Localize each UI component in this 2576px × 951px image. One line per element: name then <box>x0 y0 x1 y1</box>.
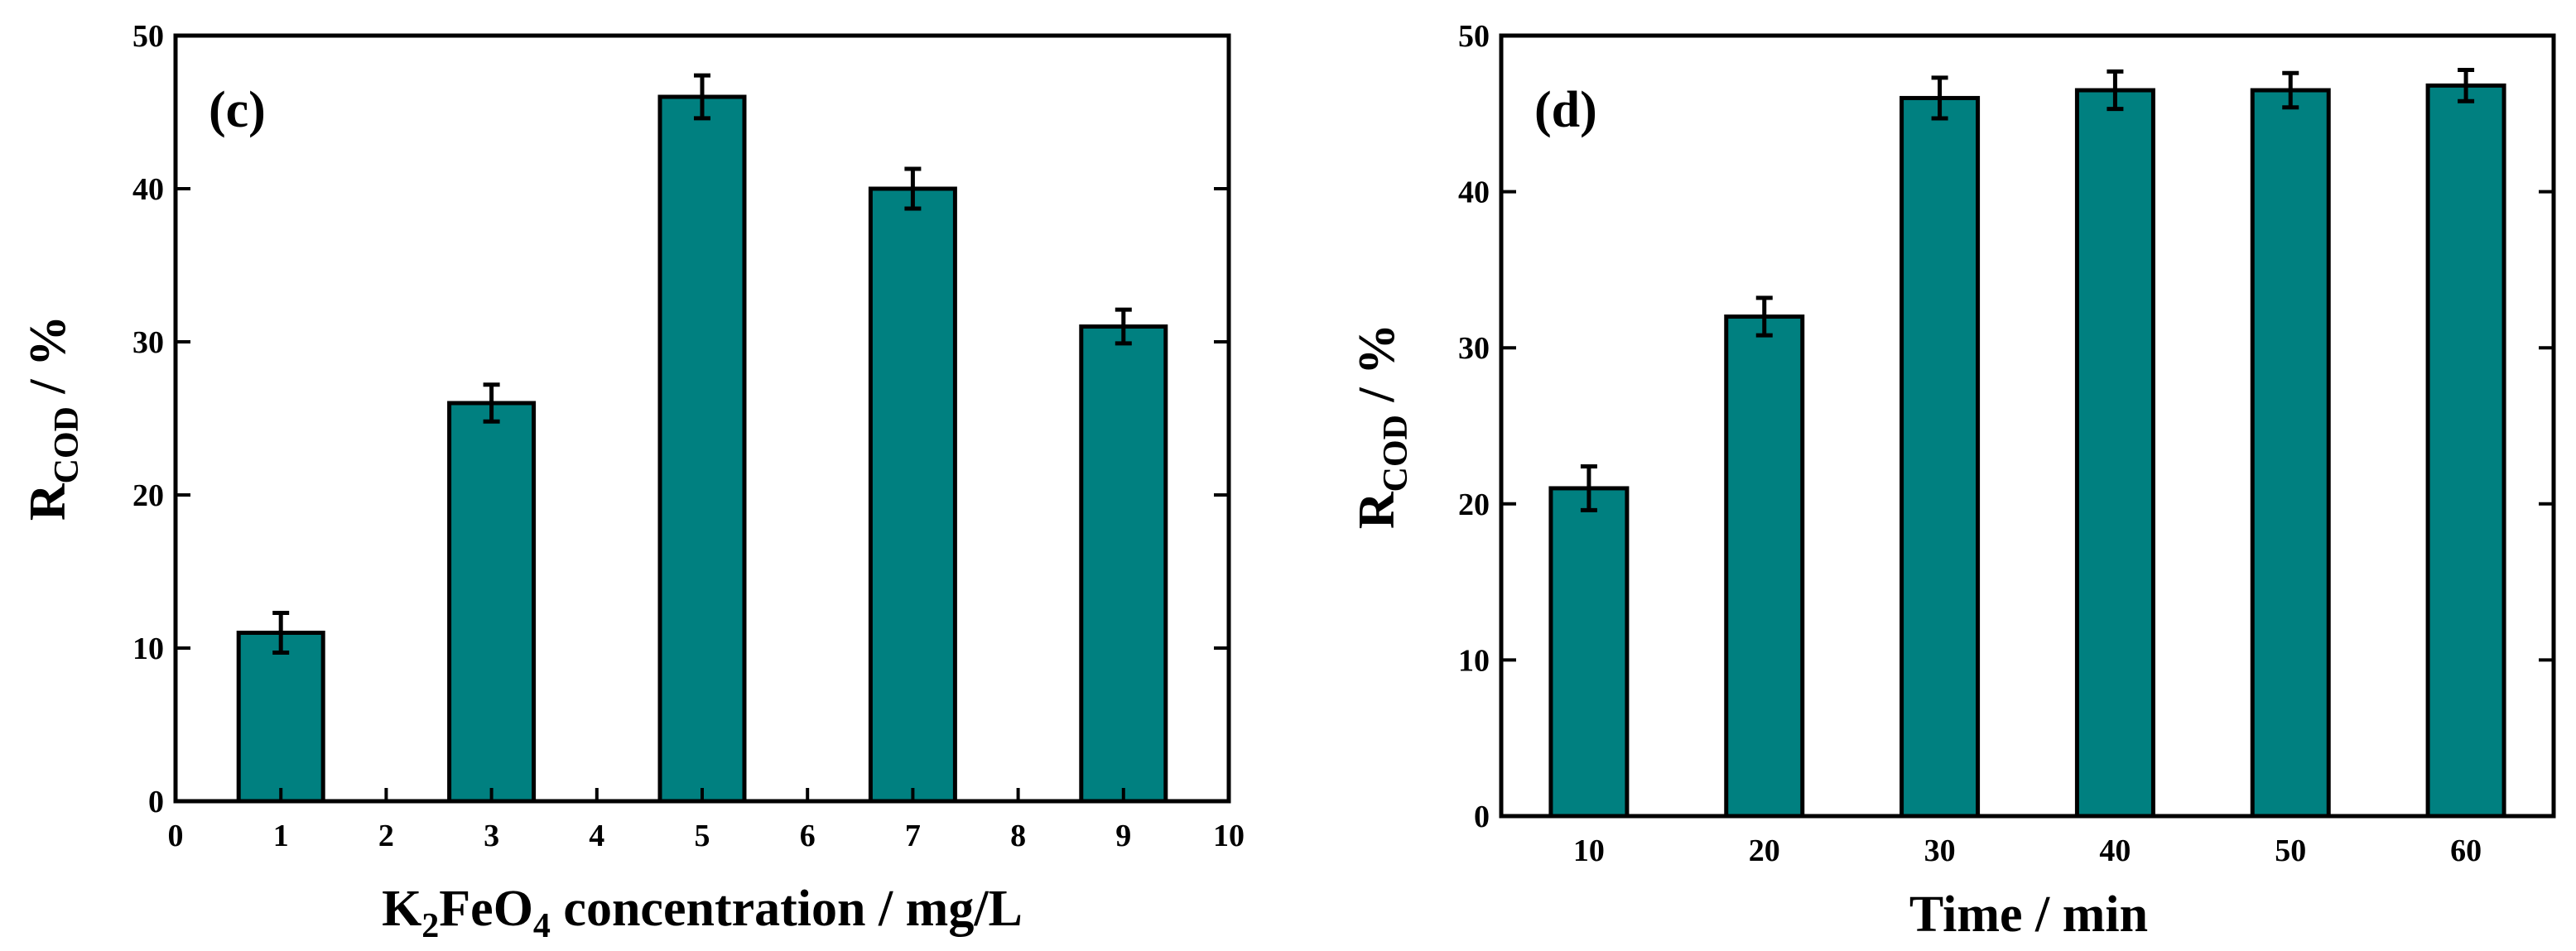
chart-d-y-tick-label: 10 <box>1458 643 1490 678</box>
chart-c-x-tick-label: 3 <box>484 819 499 853</box>
chart-d-bar <box>2250 88 2331 819</box>
chart-c-x-tick-label: 0 <box>168 819 184 853</box>
chart-c-bar <box>236 631 325 804</box>
chart-d-y-tick-label: 40 <box>1458 175 1490 210</box>
chart-c-bar <box>868 186 957 804</box>
chart-c-y-tick-label: 50 <box>132 19 164 54</box>
chart-c-y-tick-label: 0 <box>148 785 164 819</box>
chart-c-x-tick-label: 1 <box>273 819 289 853</box>
chart-d-x-tick-label: 20 <box>1749 833 1780 868</box>
chart-d-y-tick-label: 50 <box>1458 19 1490 54</box>
chart-c-x-axis-title: K2FeO4 concentration / mg/L <box>382 881 1023 945</box>
chart-c-y-tick-label: 40 <box>132 172 164 207</box>
chart-d-x-tick-label: 40 <box>2099 833 2131 868</box>
chart-d-x-tick-label: 50 <box>2275 833 2306 868</box>
chart-panel-d: 10 20 30 40 50 60 0 10 20 30 40 50 (d) Time / min R… <box>1349 19 2556 943</box>
chart-c-x-tick-label: 8 <box>1010 819 1026 853</box>
chart-c-y-tick-label: 30 <box>132 325 164 360</box>
chart-d-bar <box>1724 314 1805 819</box>
chart-d-y-tick-label: 30 <box>1458 331 1490 366</box>
chart-d-y-tick-label: 20 <box>1458 488 1490 522</box>
chart-c-x-tick-label: 9 <box>1115 819 1131 853</box>
chart-c-y-axis-title: RCOD / % <box>20 315 86 521</box>
chart-c-x-tick-label: 4 <box>589 819 604 853</box>
chart-d-panel-label: (d) <box>1534 82 1597 138</box>
chart-c-bar <box>447 401 537 804</box>
chart-d-y-axis-title: RCOD / % <box>1349 324 1415 529</box>
chart-d-x-tick-label: 10 <box>1573 833 1605 868</box>
chart-c-x-tick-label: 7 <box>905 819 921 853</box>
chart-c-x-tick-label: 10 <box>1213 819 1245 853</box>
chart-d-plot-frame <box>1499 33 2556 819</box>
chart-d-bar <box>2074 88 2155 819</box>
chart-c-y-tick-label: 20 <box>132 478 164 513</box>
chart-d-bar <box>2425 83 2506 819</box>
chart-c-x-tick-label: 2 <box>378 819 394 853</box>
chart-c-x-tick-label: 6 <box>800 819 816 853</box>
chart-d-x-tick-label: 60 <box>2450 833 2482 868</box>
chart-d-bar <box>1548 486 1630 819</box>
chart-panel-c: 0 1 2 3 4 5 6 7 8 9 10 0 10 20 30 40 50 (c) K2FeO4 conce… <box>20 19 1245 945</box>
chart-d-y-tick-label: 0 <box>1474 800 1490 834</box>
chart-c-panel-label: (c) <box>209 82 266 138</box>
chart-d-x-tick-label: 30 <box>1924 833 1956 868</box>
chart-c-y-tick-label: 10 <box>132 632 164 666</box>
chart-d-bar <box>1899 95 1981 819</box>
chart-c-x-tick-label: 5 <box>695 819 710 853</box>
chart-d-x-axis-title: Time / min <box>1909 886 2148 943</box>
chart-c-bar <box>1079 324 1168 804</box>
chart-c-bar <box>657 94 747 804</box>
